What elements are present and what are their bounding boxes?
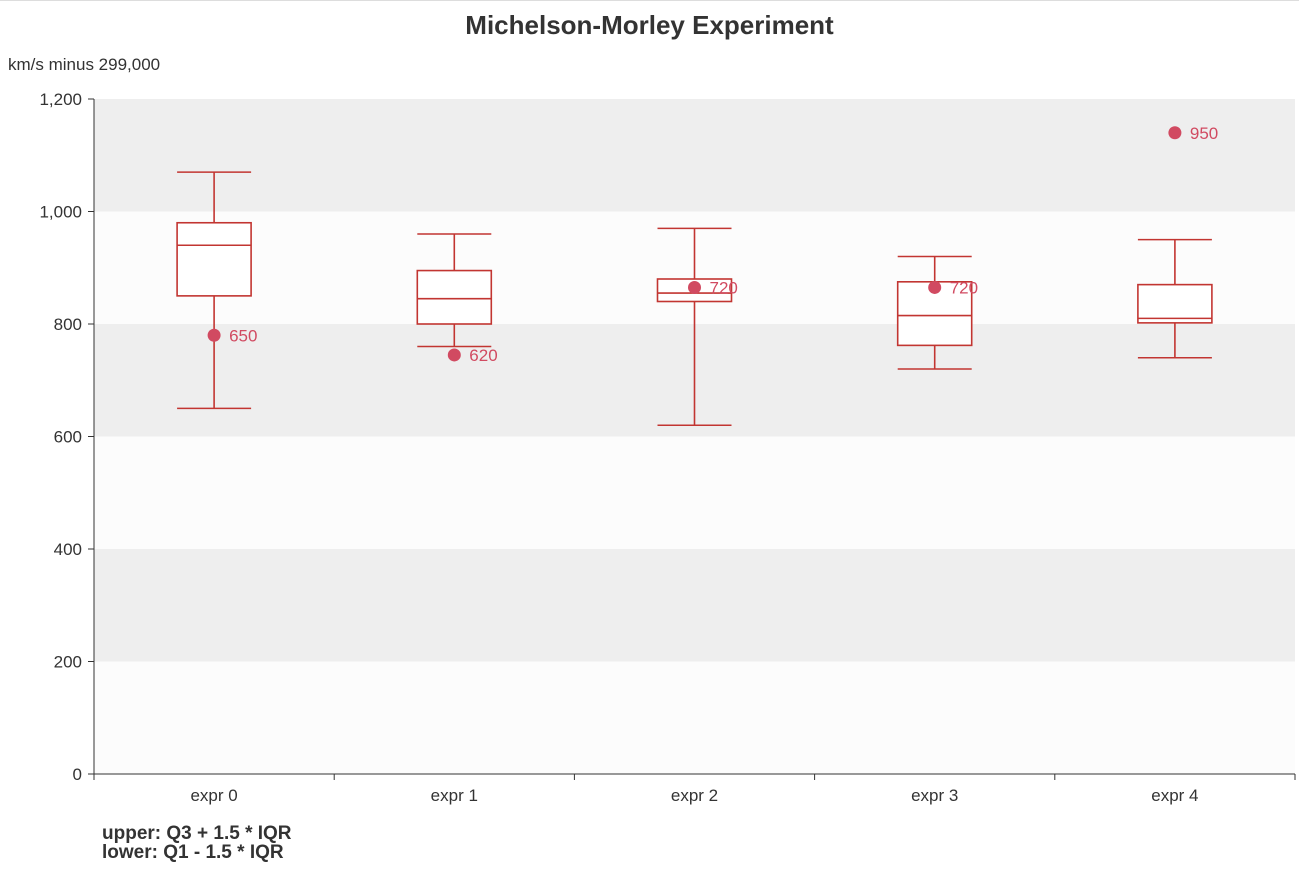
box-body-4 [1137, 283, 1213, 324]
x-tick-label-3: expr 3 [911, 786, 958, 805]
outlier-label-2: 720 [710, 278, 738, 297]
y-tick-label-4: 800 [54, 315, 82, 334]
outlier-point-2 [688, 280, 701, 294]
box-0 [176, 171, 252, 410]
band-2 [94, 436, 1295, 549]
box-series [176, 171, 1213, 427]
outlier-series: 650 620 720 720 950 [207, 124, 1218, 365]
outlier-label-0: 650 [229, 326, 257, 345]
outlier-point-3 [928, 280, 942, 294]
x-tick-label-2: expr 2 [671, 786, 718, 805]
chart-title: Michelson-Morley Experiment [465, 10, 834, 40]
x-tick-label-4: expr 4 [1151, 786, 1198, 805]
outlier-point-1 [447, 348, 461, 362]
band-0 [94, 661, 1295, 774]
y-tick-label-2: 400 [54, 540, 82, 559]
outlier-point-0 [207, 328, 221, 342]
axes: 0 200 400 600 800 1,000 1,200 expr 0 expr 1 expr … [39, 90, 1296, 805]
y-axis-label: km/s minus 299,000 [8, 55, 161, 74]
x-tick-label-0: expr 0 [190, 786, 237, 805]
band-1 [94, 549, 1295, 662]
outlier-point-4 [1168, 126, 1182, 140]
footnote-lower: lower: Q1 - 1.5 * IQR [102, 842, 284, 863]
footnote: upper: Q3 + 1.5 * IQR lower: Q1 - 1.5 * … [102, 824, 292, 862]
y-tick-label-1: 200 [54, 653, 82, 672]
x-tick-label-1: expr 1 [431, 786, 478, 805]
y-tick-label-3: 600 [54, 428, 82, 447]
y-tick-label-6: 1,200 [39, 90, 82, 109]
split-area-bands [94, 99, 1295, 774]
box-body-1 [416, 269, 493, 325]
box-body-0 [176, 221, 252, 297]
y-tick-label-0: 0 [73, 765, 82, 784]
outlier-label-3: 720 [950, 278, 978, 297]
top-border [0, 0, 1299, 1]
outlier-label-1: 620 [469, 346, 497, 365]
footnote-upper: upper: Q3 + 1.5 * IQR [102, 823, 292, 844]
box-1 [416, 233, 493, 348]
box-4 [1137, 238, 1213, 359]
y-tick-label-5: 1,000 [39, 203, 82, 222]
band-5 [94, 99, 1295, 212]
outlier-label-4: 950 [1190, 124, 1218, 143]
